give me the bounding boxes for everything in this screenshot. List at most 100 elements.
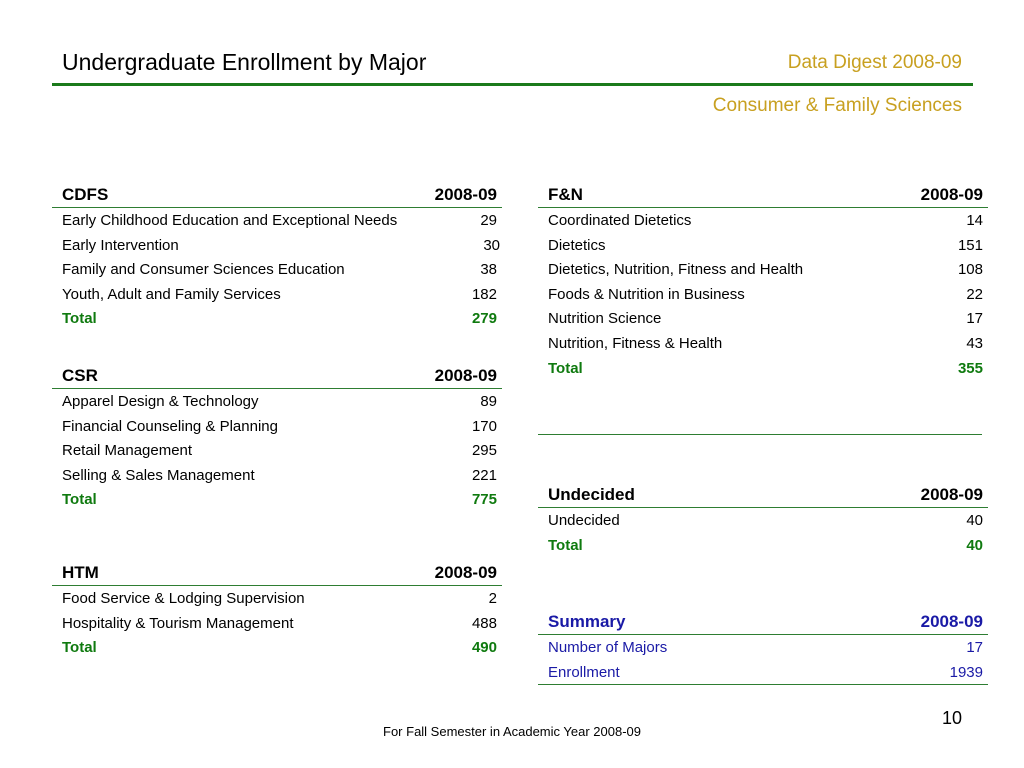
htm-table: HTM 2008-09 Food Service & Lodging Super… bbox=[52, 561, 502, 660]
major-count: 43 bbox=[966, 335, 983, 352]
total-value: 40 bbox=[966, 537, 983, 554]
total-row: Total 40 bbox=[538, 533, 988, 558]
major-count: 22 bbox=[966, 286, 983, 303]
page-title: Undergraduate Enrollment by Major bbox=[62, 49, 426, 76]
header-rule bbox=[52, 83, 973, 86]
major-name: Nutrition, Fitness & Health bbox=[548, 335, 722, 352]
table-row: Early Intervention 30 bbox=[52, 233, 502, 258]
major-count: 40 bbox=[966, 512, 983, 529]
table-row: Undecided 40 bbox=[538, 508, 988, 533]
major-name: Undecided bbox=[548, 512, 620, 529]
table-row: Food Service & Lodging Supervision 2 bbox=[52, 586, 502, 611]
total-label: Total bbox=[62, 491, 97, 508]
csr-heading: CSR bbox=[62, 366, 98, 386]
major-name: Family and Consumer Sciences Education bbox=[62, 261, 345, 278]
summary-year-heading: 2008-09 bbox=[921, 612, 983, 632]
table-row: Hospitality & Tourism Management 488 bbox=[52, 611, 502, 636]
cdfs-year-heading: 2008-09 bbox=[435, 185, 497, 205]
cdfs-table-header: CDFS 2008-09 bbox=[52, 183, 502, 208]
footer-note: For Fall Semester in Academic Year 2008-… bbox=[0, 724, 1024, 739]
undecided-table: Undecided 2008-09 Undecided 40 Total 40 bbox=[538, 483, 988, 557]
major-count: 182 bbox=[472, 286, 497, 303]
major-name: Dietetics bbox=[548, 237, 606, 254]
summary-value: 17 bbox=[966, 639, 983, 656]
total-label: Total bbox=[548, 537, 583, 554]
major-count: 295 bbox=[472, 442, 497, 459]
csr-table: CSR 2008-09 Apparel Design & Technology … bbox=[52, 364, 502, 512]
table-row: Family and Consumer Sciences Education 3… bbox=[52, 257, 502, 282]
major-name: Early Childhood Education and Exceptiona… bbox=[62, 212, 397, 229]
table-row: Dietetics, Nutrition, Fitness and Health… bbox=[538, 257, 988, 282]
table-row: Financial Counseling & Planning 170 bbox=[52, 414, 502, 439]
summary-value: 1939 bbox=[950, 664, 983, 681]
table-row: Enrollment 1939 bbox=[538, 660, 988, 686]
total-row: Total 355 bbox=[538, 356, 988, 381]
total-row: Total 775 bbox=[52, 487, 502, 512]
major-count: 221 bbox=[472, 467, 497, 484]
major-name: Retail Management bbox=[62, 442, 192, 459]
total-value: 775 bbox=[472, 491, 497, 508]
htm-year-heading: 2008-09 bbox=[435, 563, 497, 583]
major-count: 38 bbox=[480, 261, 497, 278]
major-name: Foods & Nutrition in Business bbox=[548, 286, 745, 303]
major-name: Financial Counseling & Planning bbox=[62, 418, 278, 435]
fn-table: F&N 2008-09 Coordinated Dietetics 14 Die… bbox=[538, 183, 988, 380]
summary-table-header: Summary 2008-09 bbox=[538, 610, 988, 635]
major-count: 108 bbox=[958, 261, 983, 278]
total-label: Total bbox=[62, 310, 97, 327]
summary-label: Enrollment bbox=[548, 664, 620, 681]
major-name: Youth, Adult and Family Services bbox=[62, 286, 281, 303]
major-count: 2 bbox=[489, 590, 497, 607]
total-row: Total 490 bbox=[52, 635, 502, 660]
section-divider bbox=[538, 434, 982, 435]
htm-table-header: HTM 2008-09 bbox=[52, 561, 502, 586]
cdfs-table: CDFS 2008-09 Early Childhood Education a… bbox=[52, 183, 502, 331]
total-label: Total bbox=[62, 639, 97, 656]
total-label: Total bbox=[548, 360, 583, 377]
table-row: Dietetics 151 bbox=[538, 233, 988, 258]
total-value: 355 bbox=[958, 360, 983, 377]
major-count: 30 bbox=[483, 237, 500, 254]
major-count: 17 bbox=[966, 310, 983, 327]
major-count: 488 bbox=[472, 615, 497, 632]
table-row: Apparel Design & Technology 89 bbox=[52, 389, 502, 414]
summary-table: Summary 2008-09 Number of Majors 17 Enro… bbox=[538, 610, 988, 685]
digest-label: Data Digest 2008-09 bbox=[788, 52, 962, 74]
major-name: Apparel Design & Technology bbox=[62, 393, 259, 410]
major-count: 14 bbox=[966, 212, 983, 229]
major-name: Food Service & Lodging Supervision bbox=[62, 590, 305, 607]
table-row: Nutrition, Fitness & Health 43 bbox=[538, 331, 988, 356]
undecided-year-heading: 2008-09 bbox=[921, 485, 983, 505]
major-name: Hospitality & Tourism Management bbox=[62, 615, 294, 632]
department-label: Consumer & Family Sciences bbox=[713, 95, 962, 117]
major-name: Early Intervention bbox=[62, 237, 179, 254]
summary-label: Number of Majors bbox=[548, 639, 667, 656]
summary-heading: Summary bbox=[548, 612, 625, 632]
major-count: 89 bbox=[480, 393, 497, 410]
undecided-heading: Undecided bbox=[548, 485, 635, 505]
cdfs-heading: CDFS bbox=[62, 185, 108, 205]
fn-table-header: F&N 2008-09 bbox=[538, 183, 988, 208]
table-row: Foods & Nutrition in Business 22 bbox=[538, 282, 988, 307]
major-name: Coordinated Dietetics bbox=[548, 212, 691, 229]
major-name: Selling & Sales Management bbox=[62, 467, 255, 484]
csr-table-header: CSR 2008-09 bbox=[52, 364, 502, 389]
major-count: 170 bbox=[472, 418, 497, 435]
csr-year-heading: 2008-09 bbox=[435, 366, 497, 386]
total-row: Total 279 bbox=[52, 306, 502, 331]
table-row: Nutrition Science 17 bbox=[538, 306, 988, 331]
undecided-table-header: Undecided 2008-09 bbox=[538, 483, 988, 508]
major-count: 151 bbox=[958, 237, 983, 254]
table-row: Number of Majors 17 bbox=[538, 635, 988, 660]
major-count: 29 bbox=[480, 212, 497, 229]
table-row: Coordinated Dietetics 14 bbox=[538, 208, 988, 233]
table-row: Selling & Sales Management 221 bbox=[52, 463, 502, 488]
table-row: Retail Management 295 bbox=[52, 438, 502, 463]
major-name: Dietetics, Nutrition, Fitness and Health bbox=[548, 261, 803, 278]
fn-year-heading: 2008-09 bbox=[921, 185, 983, 205]
table-row: Early Childhood Education and Exceptiona… bbox=[52, 208, 502, 233]
fn-heading: F&N bbox=[548, 185, 583, 205]
total-value: 279 bbox=[472, 310, 497, 327]
htm-heading: HTM bbox=[62, 563, 99, 583]
total-value: 490 bbox=[472, 639, 497, 656]
